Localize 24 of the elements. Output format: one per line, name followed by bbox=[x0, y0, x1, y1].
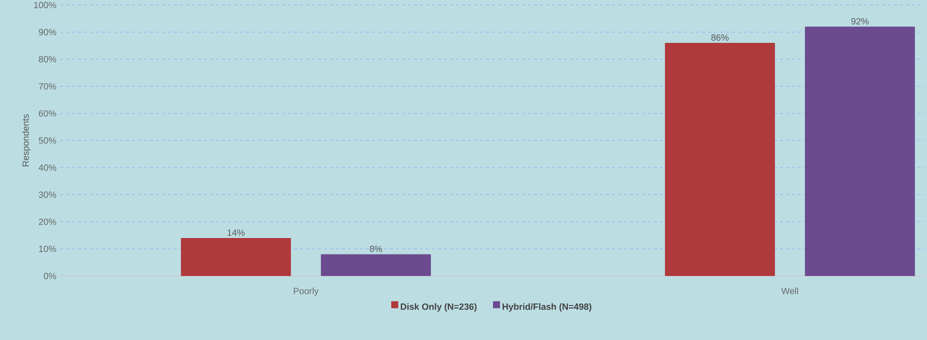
y-tick-label: 70% bbox=[38, 83, 56, 90]
data-label: 14% bbox=[228, 230, 245, 236]
bar bbox=[804, 26, 915, 276]
y-tick-label: 50% bbox=[38, 137, 56, 144]
y-tick-label: 20% bbox=[38, 218, 56, 225]
y-tick-label: 90% bbox=[38, 28, 56, 36]
y-tick-label: 60% bbox=[38, 110, 56, 117]
y-tick-label: 40% bbox=[38, 164, 56, 171]
y-tick-label: 10% bbox=[39, 246, 56, 252]
legend-label: Disk Only (N=236) bbox=[400, 303, 477, 312]
y-tick-label: 80% bbox=[38, 56, 56, 62]
data-label: 86% bbox=[711, 34, 729, 41]
y-tick-label: 30% bbox=[38, 192, 56, 198]
bar bbox=[664, 42, 775, 276]
y-tick-label: 100% bbox=[34, 2, 56, 8]
x-tick-label: Poorly bbox=[294, 288, 319, 296]
data-label: 92% bbox=[851, 18, 869, 24]
y-tick-label: 0% bbox=[44, 272, 56, 280]
x-tick-label: Well bbox=[781, 288, 798, 294]
bar bbox=[180, 238, 291, 276]
y-axis-title: Respondents bbox=[22, 114, 31, 166]
legend-label: Hybrid/Flash (N=498) bbox=[502, 303, 592, 312]
data-label: 8% bbox=[370, 246, 382, 252]
bar bbox=[320, 254, 431, 276]
